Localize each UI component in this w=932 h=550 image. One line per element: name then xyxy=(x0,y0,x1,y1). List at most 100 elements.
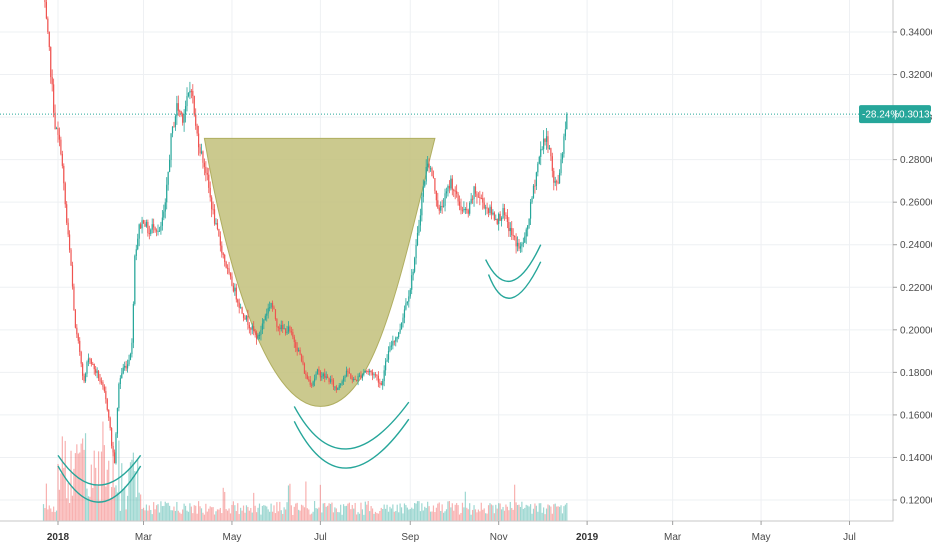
support-arc[interactable] xyxy=(485,244,542,283)
candle-body xyxy=(427,163,429,167)
volume-bar xyxy=(198,501,200,521)
candle-body xyxy=(166,184,168,203)
volume-bar xyxy=(457,505,459,521)
candle-body xyxy=(486,207,488,209)
support-arc[interactable] xyxy=(57,454,142,486)
candle-body xyxy=(150,229,152,234)
candle-body xyxy=(267,307,269,314)
volume-bar xyxy=(370,506,372,521)
volume-bar xyxy=(42,504,45,521)
volume-bar xyxy=(274,513,277,521)
candle-body xyxy=(203,162,206,167)
volume-bar xyxy=(461,502,464,521)
candle-body xyxy=(263,319,265,324)
candle-body xyxy=(74,310,76,328)
candle-body xyxy=(434,178,436,191)
candle-body xyxy=(500,218,503,221)
candle-body xyxy=(112,445,114,453)
candle-body xyxy=(305,373,307,376)
candle-body xyxy=(87,358,90,363)
volume-bar xyxy=(529,504,532,521)
volume-bar xyxy=(67,483,69,521)
candle-body xyxy=(506,215,508,222)
volume-bar xyxy=(506,506,508,521)
candle-body xyxy=(329,379,332,383)
volume-bar xyxy=(269,511,271,521)
candle-body xyxy=(406,301,408,304)
candle-body xyxy=(405,303,407,310)
candle-body xyxy=(353,378,355,380)
volume-bar xyxy=(466,507,468,521)
candle-body xyxy=(295,342,297,348)
candle-body xyxy=(190,90,192,92)
volume-bar xyxy=(253,492,255,521)
support-arc[interactable] xyxy=(487,261,542,299)
volume-bar xyxy=(251,512,253,521)
time-axis[interactable]: 2018 Mar May Jul Sep Nov 2019 Mar May Jul xyxy=(47,521,856,543)
candle-body xyxy=(357,375,359,381)
last-price-separator: | xyxy=(894,110,897,121)
candle-body xyxy=(416,232,419,245)
candle-body xyxy=(84,373,87,382)
candle-body xyxy=(67,222,69,235)
volume-bar xyxy=(390,508,393,521)
last-price-value: 0.30139 xyxy=(899,110,932,121)
candle-body xyxy=(564,129,566,137)
candle-body xyxy=(184,106,187,115)
volume-bar xyxy=(154,509,156,521)
candle-body xyxy=(73,286,75,311)
support-arc[interactable] xyxy=(57,465,142,503)
volume-bar xyxy=(480,502,482,521)
candle-body xyxy=(345,370,348,377)
volume-bar xyxy=(379,511,381,521)
candle-body xyxy=(532,185,535,198)
volume-bar xyxy=(509,501,511,521)
volume-bar xyxy=(537,511,539,521)
candle-body xyxy=(485,207,487,209)
candle-body xyxy=(129,354,132,360)
volume-bar xyxy=(277,511,279,521)
cup-pattern-shape[interactable] xyxy=(203,137,436,407)
volume-bar xyxy=(437,503,439,521)
candle-body xyxy=(337,388,339,390)
volume-bar xyxy=(486,513,488,521)
volume-bar xyxy=(521,501,523,521)
volume-bar xyxy=(79,452,81,521)
candle-body xyxy=(342,377,345,382)
volume-bar xyxy=(176,501,178,521)
volume-bar xyxy=(454,504,456,521)
support-arc[interactable] xyxy=(293,401,410,450)
volume-bar xyxy=(503,510,506,521)
candle-body xyxy=(183,114,185,123)
candle-body xyxy=(408,296,410,302)
volume-bar xyxy=(50,508,52,521)
candle-body xyxy=(128,359,130,365)
candle-body xyxy=(315,373,317,379)
volume-bar xyxy=(270,503,272,521)
candle-body xyxy=(431,168,433,177)
last-price-change: -28.24% xyxy=(862,110,899,121)
volume-bar xyxy=(76,444,78,521)
volume-bar xyxy=(444,511,446,521)
volume-bar xyxy=(119,510,121,521)
volume-bar xyxy=(212,507,214,521)
volume-bar xyxy=(499,503,501,521)
candle-body xyxy=(157,230,159,232)
candle-body xyxy=(287,326,290,332)
volume-bar xyxy=(171,510,174,521)
candle-body xyxy=(229,273,232,277)
candle-body xyxy=(160,225,162,231)
volume-bar xyxy=(153,502,155,521)
volume-bar xyxy=(129,462,132,521)
volume-bar xyxy=(196,513,198,521)
volume-bar xyxy=(125,509,127,521)
candle-body xyxy=(302,360,304,364)
candle-body xyxy=(395,337,397,342)
volume-bar xyxy=(425,507,427,521)
volume-bar xyxy=(512,509,514,521)
volume-bar xyxy=(134,470,136,521)
support-arc[interactable] xyxy=(293,418,410,469)
